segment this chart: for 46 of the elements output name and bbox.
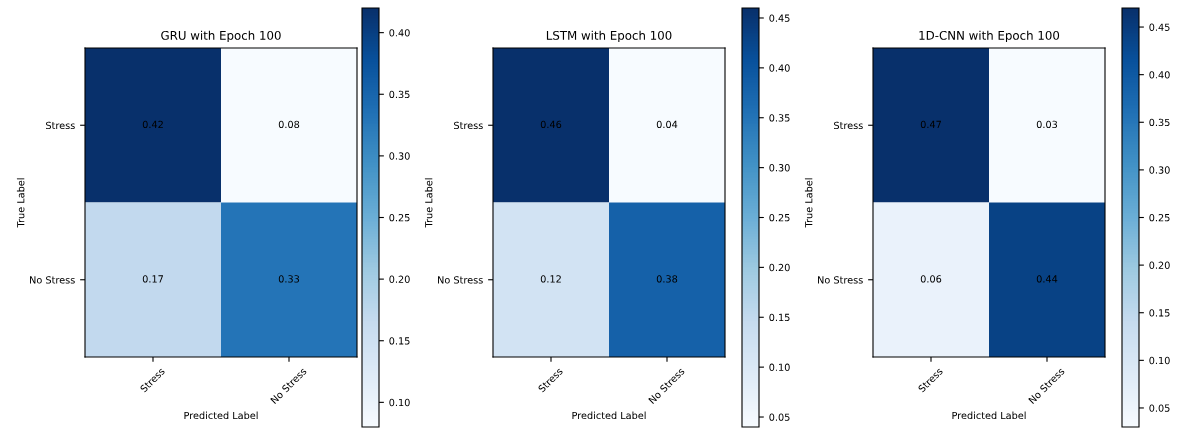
color-bar-label: 0.20	[389, 275, 410, 283]
color-bar-label: 0.35	[1149, 118, 1170, 127]
data-label: 0.04	[656, 120, 678, 129]
chart-title: LSTM with Epoch 100	[546, 30, 672, 43]
color-bar-label: 0.05	[769, 413, 790, 421]
color-bar-label: 0.30	[1149, 166, 1170, 174]
x-axis-title: Predicted Label	[572, 411, 646, 420]
color-bar-label: 0.15	[389, 337, 410, 345]
color-bar-label: 0.25	[1149, 213, 1170, 222]
color-bar-label: 0.40	[1149, 71, 1170, 79]
color-bar-label: 0.40	[769, 64, 790, 72]
y-axis-title: True Label	[424, 178, 433, 228]
data-label: 0.03	[1036, 120, 1058, 129]
color-bar-label: 0.35	[389, 90, 410, 99]
x-axis-title: Predicted Label	[952, 411, 1026, 420]
data-label: 0.06	[920, 275, 942, 283]
y-axis-title: True Label	[804, 178, 813, 228]
data-label: 0.46	[540, 120, 562, 129]
data-label: 0.44	[1036, 275, 1058, 283]
data-label: 0.38	[656, 275, 678, 283]
chart-title: 1D-CNN with Epoch 100	[919, 30, 1060, 43]
color-bar-label: 0.45	[769, 14, 790, 22]
color-bar-label: 0.10	[1149, 356, 1170, 365]
y-axis-title: True Label	[16, 178, 25, 228]
x-axis-title: Predicted Label	[184, 411, 258, 420]
color-bar-label: 0.25	[389, 213, 410, 222]
data-label: 0.42	[142, 120, 163, 129]
data-label: 0.08	[278, 120, 300, 129]
color-bar-label: 0.45	[1149, 23, 1170, 31]
data-label: 0.17	[142, 275, 163, 283]
color-bar-label: 0.10	[769, 363, 790, 371]
data-label: 0.12	[540, 275, 561, 283]
chart-title: GRU with Epoch 100	[161, 30, 281, 43]
color-bar-label: 0.10	[389, 398, 410, 407]
color-bar-label: 0.25	[769, 213, 790, 222]
color-bar-label: 0.30	[769, 164, 790, 172]
data-label: 0.47	[920, 120, 941, 129]
color-bar-label: 0.30	[389, 152, 410, 160]
data-label: 0.33	[278, 275, 300, 283]
color-bar-label: 0.15	[1149, 309, 1170, 317]
color-bar-label: 0.05	[1149, 404, 1170, 412]
color-bar-label: 0.20	[769, 263, 790, 272]
color-bar-label: 0.40	[389, 29, 410, 37]
color-bar-label: 0.20	[1149, 261, 1170, 269]
color-bar-label: 0.35	[769, 114, 790, 122]
color-bar-label: 0.15	[769, 313, 790, 322]
